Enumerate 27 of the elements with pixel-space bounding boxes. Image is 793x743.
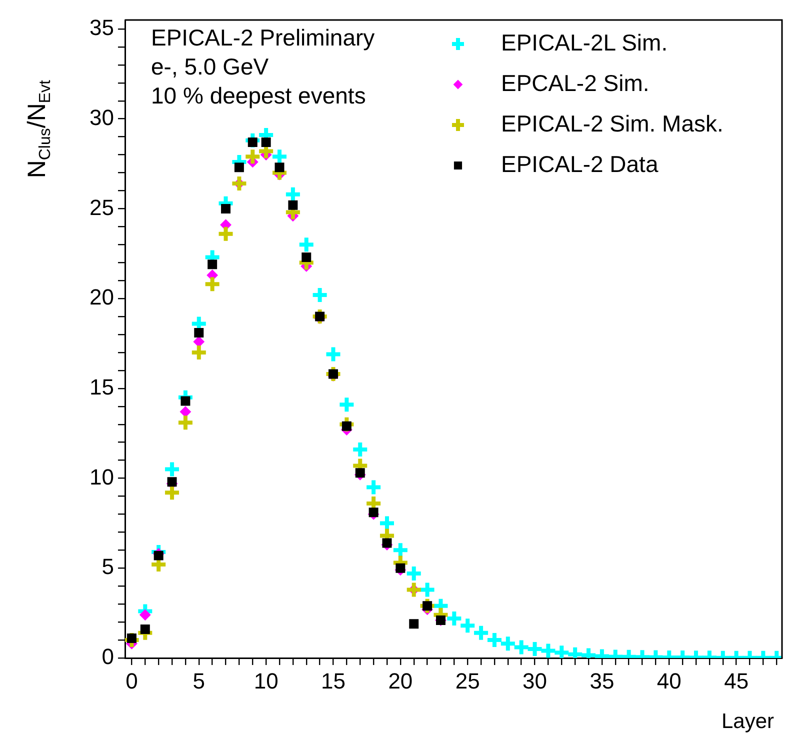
annotation: e-, 5.0 GeV [151,53,270,80]
legend-label: EPCAL-2 Sim. [501,70,650,96]
legend-label: EPICAL-2 Data [501,150,658,177]
x-tick-label: 25 [455,668,480,694]
x-tick-label: 40 [656,668,682,694]
legend-label: EPICAL-2L Sim. [501,29,668,56]
x-tick-label: 20 [388,668,413,694]
y-tick-label: 35 [90,15,114,40]
y-axis-title: NClus/NEvt [22,79,54,178]
annotation: 10 % deepest events [151,82,366,108]
y-tick-label: 15 [90,374,114,400]
y-tick-label: 10 [90,464,114,490]
y-tick-label: 25 [90,194,114,220]
x-tick-label: 15 [321,668,346,694]
x-tick-label: 35 [590,668,614,694]
y-tick-label: 30 [90,104,114,130]
annotation: EPICAL-2 Preliminary [151,24,376,50]
y-tick-label: 0 [102,644,114,670]
x-axis-title: Layer [721,710,774,733]
x-tick-label: 45 [724,668,749,694]
x-tick-label: 10 [254,668,278,694]
y-tick-label: 20 [90,284,114,310]
x-tick-label: 5 [192,668,206,694]
x-tick-label: 0 [126,668,138,694]
legend-label: EPICAL-2 Sim. Mask. [501,110,724,136]
x-tick-label: 30 [522,668,548,694]
y-tick-label: 5 [102,554,114,580]
